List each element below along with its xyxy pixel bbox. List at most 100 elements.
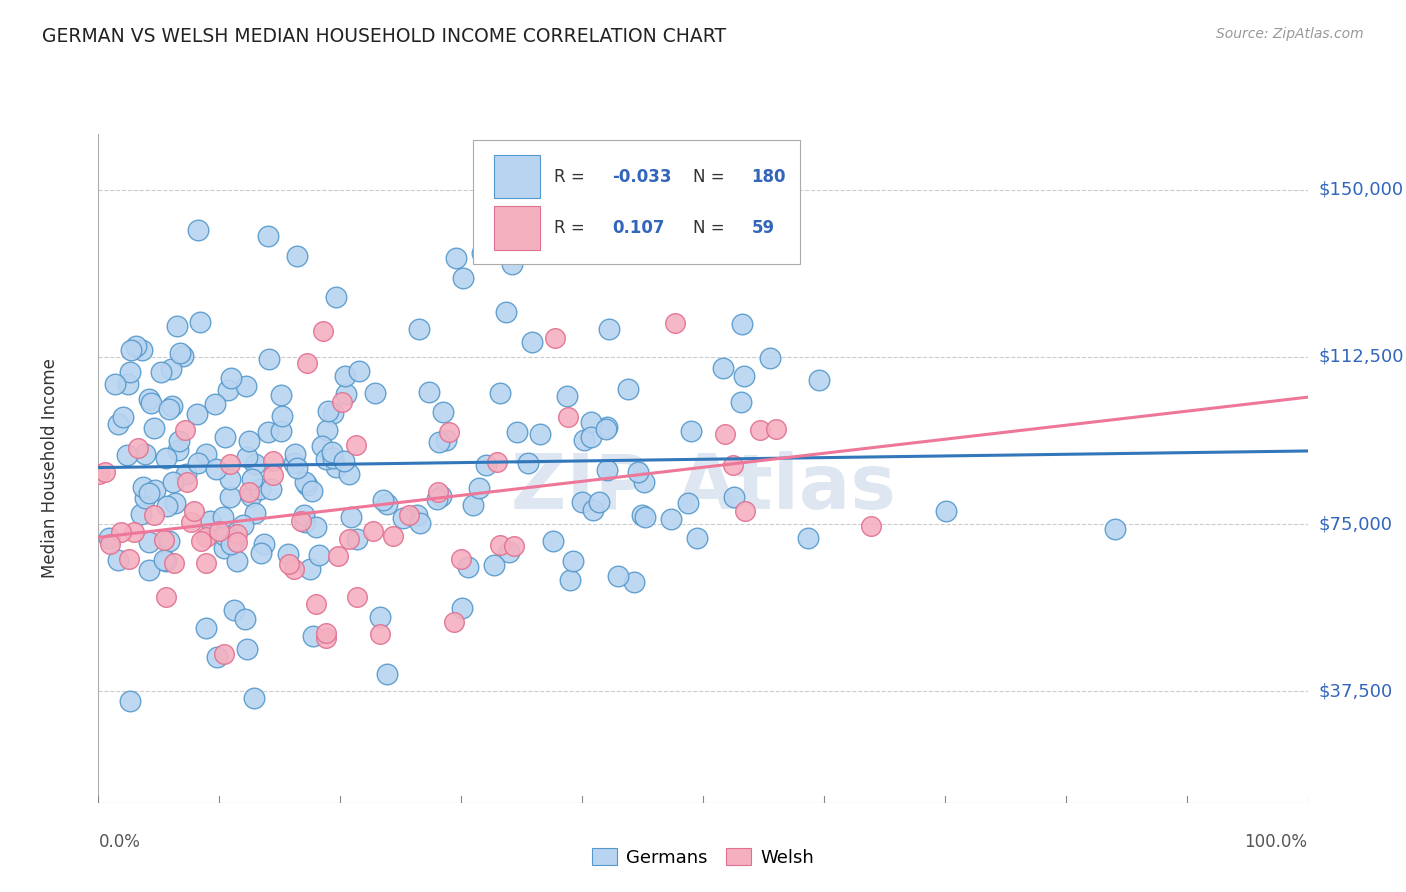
Point [94, 465, 117, 479]
Point [633, 475, 655, 489]
Text: 100.0%: 100.0% [1244, 833, 1308, 851]
Point [347, 364, 370, 378]
Point [485, 455, 508, 469]
Point [222, 533, 245, 548]
Point [157, 534, 180, 549]
Point [226, 554, 249, 568]
Point [444, 251, 467, 265]
Point [110, 524, 132, 539]
Point [582, 503, 605, 517]
Text: $150,000: $150,000 [1319, 180, 1403, 199]
Point [217, 383, 239, 397]
Point [598, 322, 620, 336]
Point [238, 434, 260, 448]
Text: R =: R = [554, 219, 591, 237]
Point [117, 376, 139, 391]
Point [243, 506, 266, 520]
Point [443, 615, 465, 629]
Point [935, 504, 957, 518]
Point [484, 558, 506, 573]
Point [541, 534, 564, 549]
Point [451, 270, 474, 285]
Point [572, 433, 595, 447]
Point [180, 515, 202, 529]
Point [623, 574, 645, 589]
Point [235, 450, 257, 464]
Point [557, 410, 579, 425]
Point [187, 456, 209, 470]
Point [371, 492, 394, 507]
Point [332, 395, 354, 409]
Point [155, 499, 177, 513]
Point [734, 503, 756, 517]
Point [212, 541, 235, 556]
Point [730, 318, 752, 332]
Point [155, 591, 177, 605]
Point [138, 392, 160, 406]
Point [153, 553, 176, 567]
Point [205, 462, 228, 476]
FancyBboxPatch shape [474, 141, 800, 264]
Point [405, 508, 427, 522]
Point [315, 452, 337, 467]
Point [97, 531, 120, 545]
Point [292, 508, 315, 523]
Point [238, 484, 260, 499]
Point [176, 467, 198, 481]
Point [529, 427, 551, 442]
Point [450, 600, 472, 615]
Point [190, 533, 212, 548]
Point [111, 409, 134, 424]
Point [253, 536, 276, 550]
Point [231, 517, 253, 532]
Text: 59: 59 [751, 219, 775, 237]
Point [188, 315, 211, 329]
Point [409, 516, 432, 531]
Point [120, 694, 142, 708]
Text: Source: ZipAtlas.com: Source: ZipAtlas.com [1216, 27, 1364, 41]
Point [117, 448, 139, 462]
Point [195, 621, 218, 635]
Point [808, 373, 831, 387]
Point [98, 536, 121, 550]
Point [240, 472, 263, 486]
Point [165, 496, 187, 510]
Point [107, 417, 129, 431]
Point [463, 498, 485, 512]
Point [160, 399, 183, 413]
Point [187, 223, 209, 237]
Point [426, 485, 449, 500]
Point [235, 642, 257, 657]
Point [571, 494, 593, 508]
Point [172, 349, 194, 363]
Point [627, 465, 650, 479]
Point [333, 453, 356, 467]
Point [174, 423, 197, 437]
Point [730, 395, 752, 409]
Point [425, 492, 447, 507]
Point [219, 490, 242, 504]
Point [408, 322, 430, 336]
Point [249, 482, 271, 496]
Point [579, 415, 602, 429]
Point [333, 369, 356, 384]
Point [138, 535, 160, 549]
Point [186, 407, 208, 421]
Point [432, 405, 454, 419]
Point [118, 365, 141, 379]
Point [278, 557, 301, 571]
Point [749, 423, 772, 437]
Point [143, 421, 166, 435]
Point [155, 554, 177, 568]
Point [579, 430, 602, 444]
Point [517, 456, 540, 470]
Point [143, 483, 166, 498]
Text: N =: N = [693, 219, 730, 237]
Point [262, 454, 284, 468]
Point [595, 422, 617, 436]
Point [169, 345, 191, 359]
Point [711, 361, 734, 376]
Point [89, 467, 111, 481]
Point [723, 458, 745, 472]
Text: GERMAN VS WELSH MEDIAN HOUSEHOLD INCOME CORRELATION CHART: GERMAN VS WELSH MEDIAN HOUSEHOLD INCOME … [42, 27, 727, 45]
